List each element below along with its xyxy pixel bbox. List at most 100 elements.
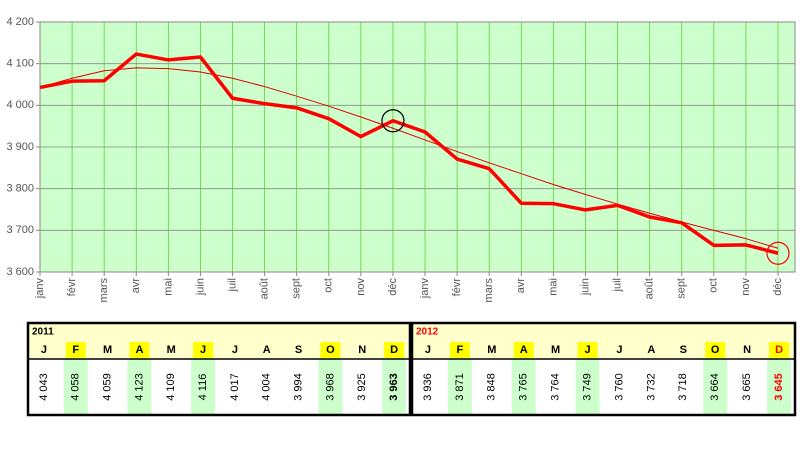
month-letter: M: [103, 344, 112, 356]
y-tick-label: 3 900: [6, 141, 34, 153]
value-cell: 3 760: [613, 373, 625, 401]
table-header-bg: [28, 323, 410, 358]
value-cell: 4 123: [133, 373, 145, 401]
x-tick-label: nov: [355, 278, 367, 296]
x-tick-label: avr: [130, 278, 142, 294]
value-cell: 3 764: [550, 373, 562, 401]
month-highlight: [384, 342, 405, 358]
month-letter: F: [72, 344, 79, 356]
month-letter: A: [520, 344, 528, 356]
x-tick-label: juin: [579, 278, 591, 296]
x-tick-label: juil: [226, 278, 238, 292]
month-letter: N: [743, 344, 751, 356]
year-label: 2011: [32, 327, 54, 338]
x-tick-label: mars: [483, 278, 495, 303]
value-cell: 4 017: [229, 373, 241, 401]
month-letter: M: [487, 344, 496, 356]
month-letter: S: [295, 344, 302, 356]
value-cell: 3 994: [292, 373, 304, 401]
x-tick-label: janv: [419, 278, 431, 300]
value-cell: 3 848: [486, 373, 498, 401]
month-letter: S: [680, 344, 687, 356]
month-letter: F: [457, 344, 464, 356]
x-tick-label: juil: [611, 278, 623, 292]
y-tick-label: 4 200: [6, 16, 34, 28]
highlight-circle: [381, 109, 405, 133]
value-cell: 4 109: [165, 373, 177, 401]
value-cell: 3 749: [581, 373, 593, 401]
value-cell: 3 665: [741, 373, 753, 401]
value-cell: 4 058: [70, 373, 82, 401]
value-highlight: [63, 359, 88, 414]
value-cell: 3 963: [388, 373, 400, 401]
month-letter: J: [200, 344, 206, 356]
x-tick-label: sept: [676, 278, 688, 299]
month-letter: N: [358, 344, 366, 356]
x-tick-label: mai: [547, 278, 559, 296]
panel-border: [26, 321, 412, 417]
value-cell: 3 765: [518, 373, 530, 401]
value-highlight: [382, 359, 407, 414]
y-tick-label: 3 600: [6, 266, 34, 278]
value-cell: 3 718: [677, 373, 689, 401]
y-tick-label: 4 000: [6, 99, 34, 111]
month-highlight: [65, 342, 86, 358]
value-cell: 4 116: [197, 374, 209, 401]
value-highlight: [318, 359, 343, 414]
x-tick-label: juin: [194, 278, 206, 296]
x-tick-label: nov: [740, 278, 752, 296]
x-tick-label: mars: [98, 278, 110, 303]
value-cell: 3 732: [645, 373, 657, 401]
month-letter: A: [263, 344, 271, 356]
data-line: [39, 52, 779, 255]
value-cell: 3 645: [773, 373, 785, 401]
y-tick-label: 4 100: [6, 58, 34, 70]
value-cell: 3 664: [709, 373, 721, 401]
value-cell: 4 059: [101, 373, 113, 401]
y-tick-label: 3 800: [6, 183, 34, 195]
x-tick-label: mai: [162, 278, 174, 296]
y-tick-label: 3 700: [6, 224, 34, 236]
x-tick-label: déc: [772, 278, 784, 296]
month-letter: O: [326, 344, 335, 356]
month-highlight: [769, 342, 790, 358]
month-letter: A: [135, 344, 143, 356]
x-tick-label: avr: [515, 278, 527, 294]
table-header-bg: [412, 323, 795, 358]
value-highlight: [575, 359, 600, 414]
panel-border: [410, 321, 797, 417]
value-cell: 3 871: [454, 373, 466, 401]
year-label: 2012: [416, 327, 439, 338]
value-cell: 3 968: [324, 373, 336, 401]
month-letter: D: [390, 344, 398, 356]
month-letter: M: [551, 344, 560, 356]
value-highlight: [767, 359, 792, 414]
month-letter: J: [425, 344, 431, 356]
value-cell: 3 936: [422, 373, 434, 401]
month-letter: J: [584, 344, 590, 356]
x-tick-label: févr: [451, 278, 463, 297]
value-highlight: [127, 359, 152, 414]
value-highlight: [703, 359, 728, 414]
x-tick-label: janv: [34, 278, 46, 300]
month-highlight: [320, 342, 341, 358]
trendline: [39, 67, 779, 249]
x-tick-label: oct: [323, 278, 335, 293]
month-highlight: [129, 342, 150, 358]
x-tick-label: déc: [387, 278, 399, 296]
month-highlight: [577, 342, 598, 358]
month-letter: J: [41, 344, 47, 356]
value-cell: 3 925: [356, 373, 368, 401]
month-highlight: [193, 342, 214, 358]
value-cell: 4 004: [261, 373, 273, 401]
month-letter: M: [167, 344, 176, 356]
month-letter: O: [711, 344, 720, 356]
value-cell: 4 043: [38, 373, 50, 401]
x-tick-label: août: [259, 278, 271, 299]
x-tick-label: févr: [66, 278, 78, 297]
x-tick-label: août: [644, 278, 656, 299]
value-highlight: [447, 359, 472, 414]
month-highlight: [513, 342, 534, 358]
month-highlight: [705, 342, 726, 358]
